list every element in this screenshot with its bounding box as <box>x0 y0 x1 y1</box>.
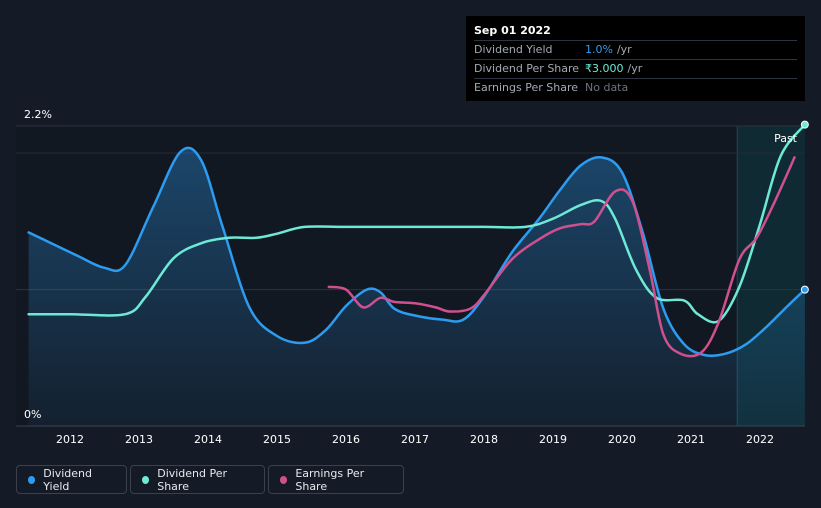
tooltip-date: Sep 01 2022 <box>474 24 551 37</box>
tooltip-unit: /yr <box>616 43 632 56</box>
tooltip-label: Dividend Yield <box>474 43 553 56</box>
legend-dot-icon <box>280 475 288 484</box>
dividend-yield-line <box>27 146 807 358</box>
tooltip-value: ₹3.000 <box>585 62 624 75</box>
y-tick-label: 2.2% <box>24 108 52 121</box>
x-tick-label: 2014 <box>194 433 222 446</box>
legend-dot-icon <box>28 475 36 484</box>
x-tick-label: 2012 <box>56 433 84 446</box>
x-tick-label: 2019 <box>539 433 567 446</box>
x-tick-label: 2021 <box>677 433 705 446</box>
x-tick-label: 2022 <box>746 433 774 446</box>
legend-dot-icon <box>142 475 150 484</box>
legend-dividend-per-share[interactable]: Dividend Per Share <box>130 465 265 494</box>
legend-label: Earnings Per Share <box>295 466 365 493</box>
x-tick-label: 2015 <box>263 433 291 446</box>
past-label: Past <box>774 132 798 145</box>
legend-earnings-per-share[interactable]: Earnings Per Share <box>268 465 404 494</box>
tooltip-panel: Sep 01 2022 Dividend Yield 1.0%/yr Divid… <box>466 16 805 101</box>
tooltip-row-earnings-per-share: Earnings Per Share No data <box>474 78 797 97</box>
x-tick-label: 2017 <box>401 433 429 446</box>
tooltip-row-dividend-yield: Dividend Yield 1.0%/yr <box>474 40 797 59</box>
x-tick-label: 2020 <box>608 433 636 446</box>
tooltip-value: No data <box>585 81 629 94</box>
earnings-per-share-line <box>327 156 796 358</box>
tooltip-value: 1.0% <box>585 43 613 56</box>
legend-label: Dividend Yield <box>43 466 93 493</box>
dividend-yield-endpoint <box>800 285 809 294</box>
tooltip-row-dividend-per-share: Dividend Per Share ₹3.000/yr <box>474 59 797 78</box>
tooltip-label: Earnings Per Share <box>474 81 579 94</box>
tooltip-unit: /yr <box>627 62 643 75</box>
legend-dividend-yield[interactable]: Dividend Yield <box>16 465 127 494</box>
x-tick-label: 2018 <box>470 433 498 446</box>
dividend-per-share-line <box>27 123 807 324</box>
dividend-per-share-endpoint <box>800 120 809 129</box>
dividend-yield-area <box>28 147 805 426</box>
y-tick-label: 0% <box>24 408 41 421</box>
x-tick-label: 2016 <box>332 433 360 446</box>
x-tick-label: 2013 <box>125 433 153 446</box>
tooltip-label: Dividend Per Share <box>474 62 580 75</box>
legend-label: Dividend Per Share <box>157 466 228 493</box>
